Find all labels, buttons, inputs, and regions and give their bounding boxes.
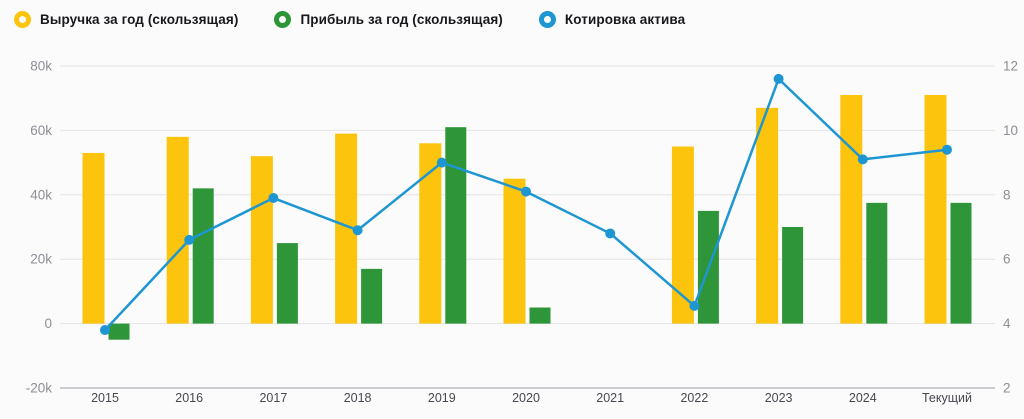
y-axis-left-label--20k: -20k: [26, 381, 53, 396]
quote-point-2021[interactable]: [605, 228, 616, 239]
bar-profit-2017[interactable]: [276, 243, 298, 324]
quote-point-2017[interactable]: [268, 193, 279, 204]
bar-profit-2020[interactable]: [529, 307, 551, 324]
chart-legend: Выручка за год (скользящая) Прибыль за г…: [0, 0, 1024, 38]
bar-revenue-2015[interactable]: [82, 152, 105, 324]
bar-profit-2015[interactable]: [108, 323, 130, 340]
x-axis-label-Текущий: Текущий: [922, 391, 972, 405]
legend-label-revenue: Выручка за год (скользящая): [40, 11, 239, 27]
x-axis-label-2017: 2017: [259, 391, 287, 405]
y-axis-left-label-60k: 60k: [30, 123, 52, 138]
y-axis-right-label-12: 12: [1003, 59, 1018, 74]
x-axis-label-2021: 2021: [596, 391, 624, 405]
legend-item-profit[interactable]: Прибыль за год (скользящая): [274, 10, 503, 28]
y-axis-right-label-2: 2: [1003, 381, 1011, 396]
revenue-series-marker-icon: [14, 10, 31, 28]
x-axis-label-2016: 2016: [175, 391, 203, 405]
quote-point-2020[interactable]: [521, 186, 531, 197]
quote-point-2018[interactable]: [352, 225, 363, 236]
y-axis-left-label-20k: 20k: [30, 252, 52, 267]
quote-point-2019[interactable]: [436, 157, 447, 168]
x-axis-label-2022: 2022: [680, 391, 708, 405]
bar-profit-2016[interactable]: [192, 188, 214, 324]
y-axis-right-label-4: 4: [1003, 316, 1011, 331]
bar-revenue-2019[interactable]: [419, 143, 442, 324]
x-axis-label-2023: 2023: [765, 391, 793, 405]
bar-revenue-2020[interactable]: [503, 178, 526, 324]
x-axis-label-2020: 2020: [512, 391, 540, 405]
y-axis-left-label-40k: 40k: [30, 187, 52, 202]
x-axis-label-2018: 2018: [344, 391, 372, 405]
quote-line: [103, 77, 949, 332]
x-axis-label-2024: 2024: [849, 391, 877, 405]
y-axis-right-label-10: 10: [1003, 123, 1018, 138]
bar-profit-2019[interactable]: [445, 127, 467, 324]
combo-chart-svg: 80k 12 60k 10 40k 8 20k 6 0 4 -20k 2 2015 2016 2017 201…: [26, 59, 1018, 406]
y-axis-left-label-80k: 80k: [30, 59, 52, 74]
bar-revenue-2018[interactable]: [335, 133, 358, 324]
bar-profit-Текущий[interactable]: [950, 202, 972, 324]
bar-revenue-2016[interactable]: [166, 136, 189, 324]
bar-revenue-2022[interactable]: [671, 146, 694, 324]
quote-point-2016[interactable]: [184, 234, 195, 245]
bar-revenue-2024[interactable]: [840, 94, 863, 324]
quote-point-2024[interactable]: [857, 154, 868, 165]
bar-revenue-2023[interactable]: [756, 107, 779, 324]
quote-series-marker-icon: [538, 10, 556, 28]
quote-point-2022[interactable]: [689, 300, 700, 311]
bar-revenue-Текущий[interactable]: [924, 94, 947, 324]
chart-plot-area: 80k 12 60k 10 40k 8 20k 6 0 4 -20k 2 2015 2016 2017 201…: [0, 40, 1024, 414]
legend-label-quote: Котировка актива: [564, 11, 686, 27]
x-axis-label-2015: 2015: [91, 391, 119, 405]
legend-label-profit: Прибыль за год (скользящая): [300, 11, 503, 27]
quote-point-2023[interactable]: [773, 73, 784, 84]
x-axis-label-2019: 2019: [428, 391, 456, 405]
legend-item-revenue[interactable]: Выручка за год (скользящая): [14, 10, 239, 28]
profit-series-marker-icon: [274, 10, 292, 28]
quote-point-Текущий[interactable]: [942, 144, 952, 155]
y-axis-right-label-8: 8: [1003, 187, 1011, 202]
legend-item-quote[interactable]: Котировка актива: [538, 10, 686, 28]
bar-profit-2018[interactable]: [361, 268, 383, 324]
y-axis-right-label-6: 6: [1003, 252, 1011, 267]
bar-profit-2024[interactable]: [866, 202, 888, 324]
quote-point-2015[interactable]: [100, 325, 110, 336]
bar-profit-2023[interactable]: [782, 227, 804, 324]
y-axis-left-label-0: 0: [44, 316, 52, 331]
bar-revenue-2017[interactable]: [250, 156, 273, 324]
